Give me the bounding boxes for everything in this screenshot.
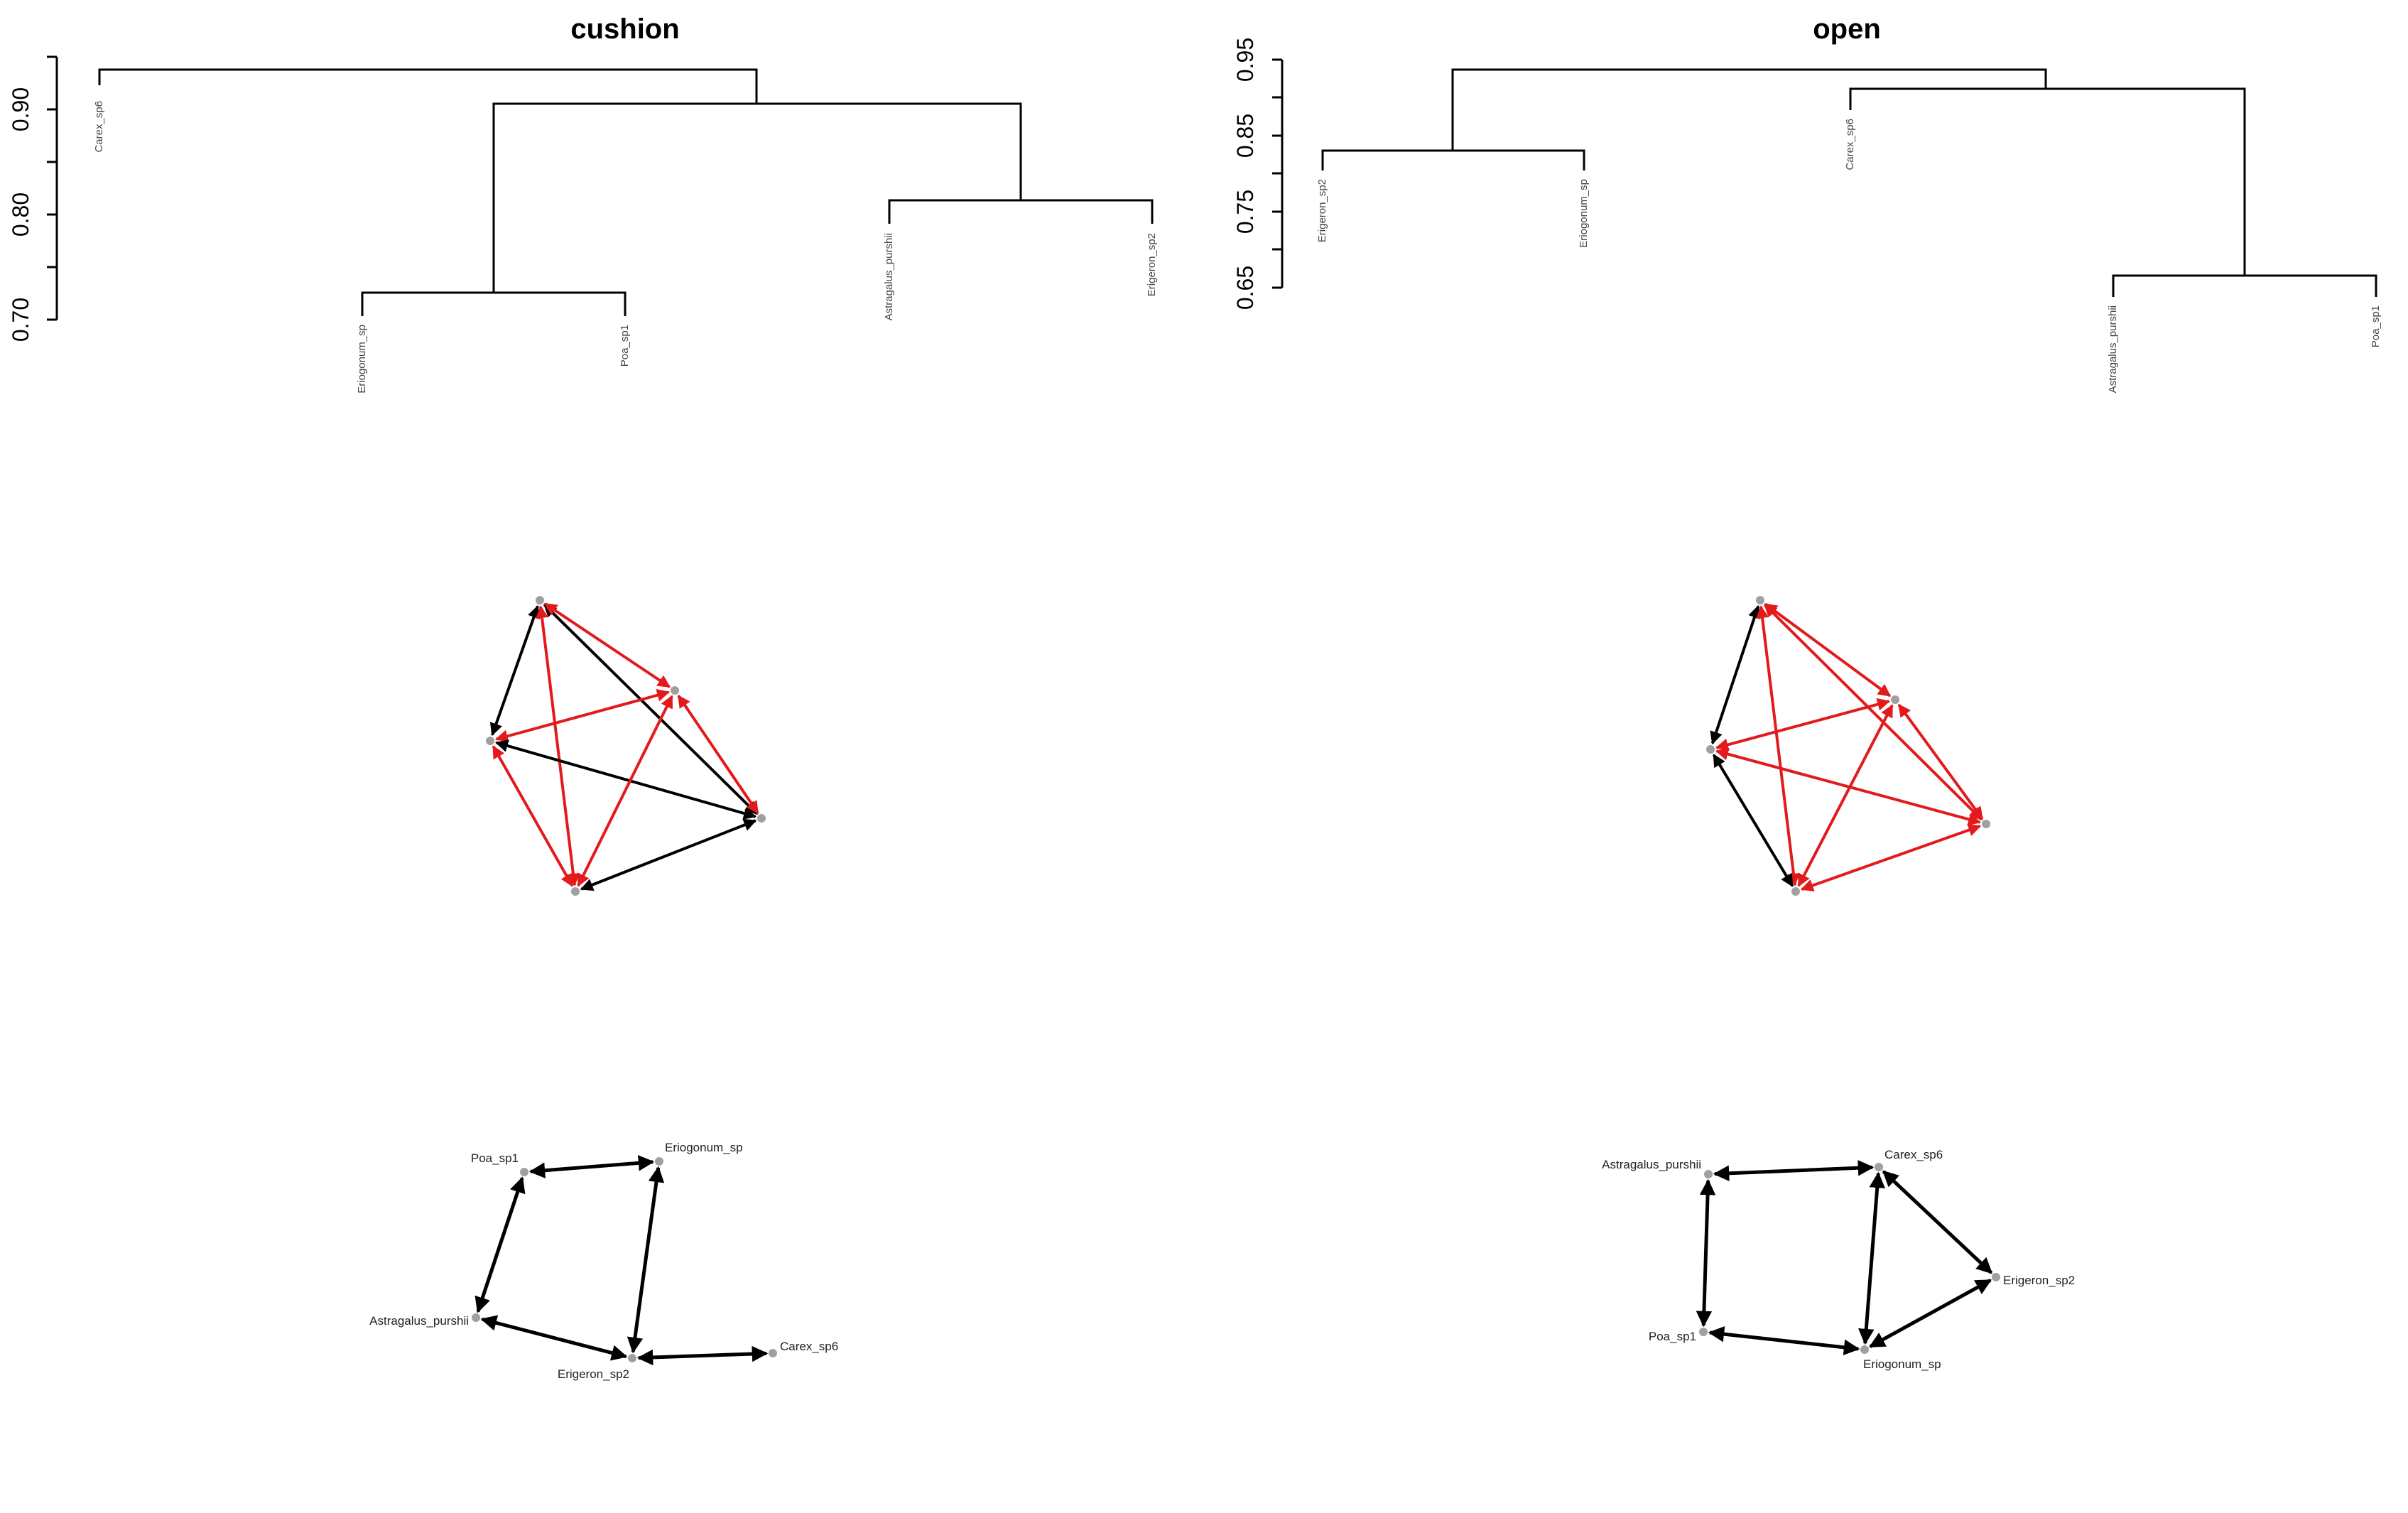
network-node <box>1706 745 1715 754</box>
node-label: Astragalus_purshii <box>369 1314 469 1328</box>
leaf-label: Poa_sp1 <box>2370 305 2382 347</box>
dendrogram-branches <box>1321 68 2377 297</box>
negative-edge <box>1715 698 1891 752</box>
network-node <box>486 737 494 745</box>
positive-edge <box>489 604 541 737</box>
dendrogram-title: cushion <box>570 13 679 45</box>
y-axis: 0.70 0.80 0.90 <box>8 55 58 342</box>
leaf-label: Carex_sp6 <box>1844 119 1856 170</box>
y-tick-label: 0.85 <box>1232 114 1258 158</box>
leaf-label: Poa_sp1 <box>619 325 631 367</box>
y-tick-label: 0.70 <box>8 298 33 342</box>
positive-edge <box>1868 1279 1992 1348</box>
node-label: Eriogonum_sp <box>665 1141 743 1154</box>
negative-edge <box>577 695 673 887</box>
network-node <box>671 686 679 695</box>
positive-edge <box>636 1345 769 1366</box>
node-label: Astragalus_purshii <box>1602 1158 1701 1171</box>
unlabeled-network-cushion <box>486 596 766 896</box>
positive-edge <box>1882 1170 1993 1274</box>
branch-astragalus-poa <box>2112 274 2377 297</box>
leaf-label: Astragalus_purshii <box>883 233 895 320</box>
network-node <box>472 1313 480 1322</box>
network-node <box>1891 695 1899 704</box>
branch-mid <box>492 102 1022 293</box>
node-label: Erigeron_sp2 <box>2003 1274 2075 1287</box>
positive-edge <box>474 1176 526 1313</box>
leaf-label: Erigeron_sp2 <box>1316 179 1328 242</box>
y-tick-label: 0.80 <box>8 192 33 237</box>
negative-edge <box>1764 602 1892 698</box>
branch-mid <box>1849 87 2246 276</box>
positive-edge <box>1712 754 1794 887</box>
network-node <box>1992 1273 2000 1281</box>
node-label: Poa_sp1 <box>1649 1330 1696 1343</box>
network-node <box>1982 820 1990 828</box>
positive-edge <box>528 1155 655 1178</box>
y-tick-label: 0.65 <box>1232 266 1258 310</box>
y-tick-label: 0.90 <box>8 87 33 131</box>
negative-edge <box>1897 703 1984 820</box>
y-tick-label: 0.75 <box>1232 190 1258 234</box>
dendrogram-open: open 0.65 0.75 0.85 0.95 Erigeron_sp2 Er… <box>1232 13 2382 393</box>
branch-top <box>1451 68 2047 151</box>
branch-eriogonum-poa <box>361 291 627 316</box>
network-node <box>520 1168 528 1176</box>
network-node <box>1791 887 1800 896</box>
positive-edge <box>1696 1178 1716 1328</box>
labeled-network-open: Astragalus_purshii Carex_sp6 Erigeron_sp2 P… <box>1602 1148 2075 1371</box>
positive-edge <box>1710 604 1761 745</box>
positive-edge <box>1708 1326 1860 1355</box>
positive-edge <box>480 1315 628 1361</box>
negative-edge <box>1800 823 1982 892</box>
leaf-label: Astragalus_purshii <box>2107 305 2119 393</box>
leaf-label: Eriogonum_sp <box>356 325 368 394</box>
unlabeled-network-open <box>1706 596 1990 896</box>
dendrogram-leaves: Carex_sp6 Eriogonum_sp Poa_sp1 Astragalu… <box>93 101 1158 394</box>
dendrogram-title: open <box>1813 13 1881 45</box>
labeled-network-cushion: Poa_sp1 Eriogonum_sp Astragalus_purshii Eri… <box>369 1141 838 1381</box>
branch-erigeron-eriogonum <box>1321 149 1585 170</box>
network-node <box>1704 1170 1713 1178</box>
negative-edge <box>1763 603 1983 821</box>
network-node <box>1860 1345 1869 1354</box>
y-tick-label: 0.95 <box>1232 38 1258 82</box>
positive-edge <box>1858 1171 1885 1345</box>
positive-edge <box>1713 1159 1875 1182</box>
network-node <box>1875 1163 1883 1171</box>
node-label: Erigeron_sp2 <box>558 1367 629 1381</box>
network-node <box>571 887 580 896</box>
network-node <box>655 1157 663 1166</box>
branch-astragalus-erigeron <box>888 199 1154 224</box>
network-node <box>628 1354 636 1362</box>
node-label: Eriogonum_sp <box>1863 1357 1941 1371</box>
negative-edge <box>494 688 671 743</box>
network-node <box>536 596 544 604</box>
leaf-label: Carex_sp6 <box>93 101 105 153</box>
node-label: Carex_sp6 <box>1884 1148 1943 1161</box>
leaf-label: Eriogonum_sp <box>1578 179 1590 248</box>
network-node <box>1756 596 1764 604</box>
positive-edge <box>580 818 757 891</box>
y-axis: 0.65 0.75 0.85 0.95 <box>1232 38 1284 310</box>
network-node <box>757 814 766 823</box>
positive-edge <box>543 603 758 815</box>
dendrogram-branches <box>98 68 1154 316</box>
negative-edge <box>543 602 671 688</box>
network-node <box>769 1349 777 1357</box>
negative-edge <box>677 694 759 815</box>
positive-edge <box>627 1166 665 1354</box>
negative-edge <box>536 605 580 886</box>
dendrogram-leaves: Erigeron_sp2 Eriogonum_sp Carex_sp6 Astr… <box>1316 119 2382 393</box>
node-label: Carex_sp6 <box>780 1340 838 1353</box>
branch-top <box>98 68 758 104</box>
leaf-label: Erigeron_sp2 <box>1146 233 1158 296</box>
dendrogram-cushion: cushion 0.70 0.80 0.90 Carex_sp6 Eriogon… <box>8 13 1158 394</box>
node-label: Poa_sp1 <box>471 1151 519 1165</box>
network-node <box>1699 1328 1708 1336</box>
